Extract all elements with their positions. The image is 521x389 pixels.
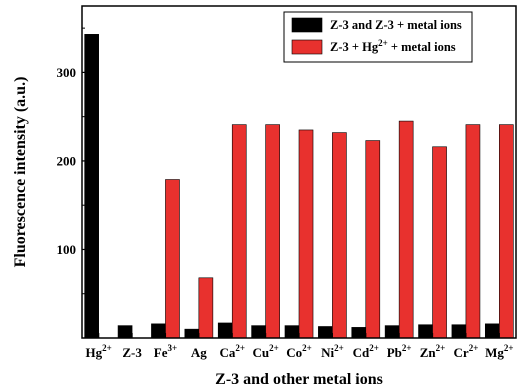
legend-label-series-1: Z-3 and Z-3 + metal ions [330,18,462,32]
x-tick-label-fe: Fe3+ [154,343,177,360]
y-axis-label: Fluorescence intensity (a.u.) [12,77,29,268]
bar-series-2-cu [265,124,280,339]
bar-series-1-cu [251,325,266,339]
bar-series-1-zn [418,324,433,339]
x-tick-label-mg: Mg2+ [485,343,513,360]
bar-series-2-ca [231,124,247,339]
x-tick-label-cd: Cd2+ [353,343,379,360]
bar-series-1-ca [217,322,233,339]
bar-series-1-fe [151,323,166,339]
legend-swatch-series-2 [291,39,323,55]
bar-series-2-ag [198,277,214,339]
bar-series-2-ni [332,132,347,339]
bar-series-1-hg [84,34,99,339]
y-tick-label: 300 [57,65,77,80]
bar-series-1-ni [318,326,333,339]
bar-series-2-cd [365,140,381,339]
bar-series-1-cr [451,324,467,339]
bar-series-2-co [298,129,314,339]
bar-series-2-fe [165,179,180,339]
legend-label-series-2: Z-3 + Hg2+ + metal ions [330,38,456,54]
bars-layer [84,34,514,339]
x-tick-label-co: Co2+ [286,343,312,360]
bar-series-1-ag [184,328,200,339]
x-tick-label-pb: Pb2+ [387,343,412,360]
y-tick-label: 100 [57,242,77,257]
x-tick-label-cu: Cu2+ [252,343,278,360]
bar-series-1-mg [484,323,500,339]
x-axis-label: Z-3 and other metal ions [215,371,383,388]
bar-series-1-cd [351,327,367,339]
axis-layer: 100 200 300 Hg2+ Z-3 Fe3+ Ag Ca2+ Cu2+ Co2+ Ni2+ Cd… [57,27,514,360]
bar-series-2-cr [465,124,481,339]
x-tick-label-ag: Ag [191,345,207,360]
bar-series-2-pb [398,120,414,339]
x-tick-label-cr: Cr2+ [454,343,479,360]
y-tick-label: 200 [57,153,77,168]
x-tick-label-ni: Ni2+ [321,343,344,360]
x-tick-label-hg: Hg2+ [86,343,112,360]
x-tick-label-z-3: Z-3 [122,345,142,360]
x-tick-label-ca: Ca2+ [219,343,245,360]
bar-series-2-zn [432,146,447,339]
legend-swatch-series-1 [291,17,323,33]
bar-series-1-z-3 [117,325,133,339]
x-tick-label-zn: Zn2+ [420,343,446,360]
bar-series-1-co [284,325,300,339]
bar-series-2-mg [499,124,514,339]
legend: Z-3 and Z-3 + metal ions Z-3 + Hg2+ + me… [283,11,473,63]
bar-series-1-pb [384,325,400,339]
